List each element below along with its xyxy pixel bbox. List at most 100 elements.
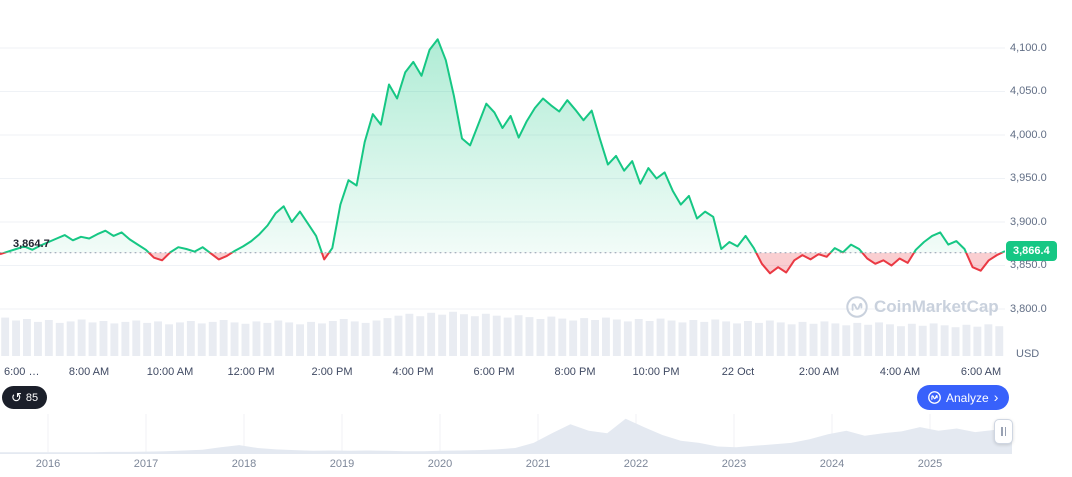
- x-axis-label: 10:00 PM: [632, 366, 680, 378]
- volume-bar: [318, 323, 326, 356]
- timeline-year-label: 2021: [525, 458, 551, 470]
- volume-bar: [547, 316, 556, 356]
- volume-bar: [197, 323, 206, 356]
- x-axis-label: 4:00 AM: [879, 366, 921, 378]
- volume-bar: [241, 323, 250, 356]
- analyze-button[interactable]: Analyze ›: [917, 385, 1010, 410]
- volume-bar: [755, 322, 763, 356]
- volume-bar: [973, 326, 982, 356]
- volume-bar: [951, 327, 960, 356]
- volume-bar: [962, 324, 971, 356]
- volume-bar: [470, 316, 479, 356]
- price-chart-svg[interactable]: [0, 0, 1005, 358]
- volume-bar: [711, 319, 720, 356]
- timeline-year-label: 2016: [35, 458, 61, 470]
- volume-bar: [645, 321, 654, 356]
- volume-bar: [656, 318, 665, 356]
- y-axis-label: 4,050.0: [1010, 85, 1047, 97]
- volume-bar: [55, 322, 64, 356]
- volume-bar: [809, 323, 818, 356]
- volume-bar: [886, 324, 894, 356]
- slider-handle[interactable]: [994, 419, 1013, 444]
- analyze-label: Analyze: [946, 390, 989, 405]
- volume-bar: [361, 322, 370, 356]
- volume-bar: [591, 320, 599, 356]
- watermark: CoinMarketCap: [846, 296, 999, 318]
- volume-bar: [274, 320, 283, 356]
- volume-bar: [405, 313, 414, 356]
- volume-bar: [776, 322, 785, 356]
- x-axis-label: 2:00 AM: [798, 366, 840, 378]
- volume-bar: [853, 322, 862, 356]
- volume-bar: [689, 320, 698, 356]
- x-axis-label: 4:00 PM: [392, 366, 434, 378]
- volume-bar: [787, 324, 796, 356]
- volume-bar: [722, 321, 731, 356]
- volume-bar: [744, 321, 752, 356]
- open-price-label: 3,864.7: [13, 238, 50, 250]
- volume-bar: [350, 321, 359, 356]
- volume-bar: [12, 320, 20, 356]
- timeline-year-label: 2022: [623, 458, 649, 470]
- volume-bar: [536, 319, 545, 356]
- watermark-text: CoinMarketCap: [874, 297, 999, 316]
- volume-bar: [678, 322, 687, 356]
- timeline-slider[interactable]: [0, 414, 1012, 455]
- volume-bar: [154, 321, 162, 356]
- volume-bar: [99, 321, 108, 356]
- volume-bar: [481, 313, 490, 356]
- volume-bar: [88, 322, 97, 356]
- volume-bar: [383, 318, 392, 356]
- y-axis-label: 4,100.0: [1010, 41, 1047, 54]
- volume-bar: [77, 319, 86, 356]
- volume-bar: [667, 320, 676, 356]
- volume-bar: [44, 320, 53, 356]
- history-count: 85: [25, 391, 39, 404]
- volume-bar: [121, 321, 130, 356]
- y-axis-label: 3,900.0: [1010, 215, 1047, 228]
- volume-bar: [230, 322, 239, 356]
- volume-bar: [897, 326, 905, 356]
- x-axis-label: 6:00 AM: [960, 366, 1002, 378]
- timeline-year-label: 2017: [133, 458, 159, 470]
- volume-bar: [984, 324, 993, 356]
- volume-bar: [820, 321, 829, 356]
- coinmarketcap-logo-icon: [928, 391, 941, 404]
- volume-bar: [765, 320, 774, 356]
- volume-bar: [186, 321, 195, 356]
- slider-handle-grip: [1004, 427, 1006, 436]
- volume-bar: [438, 314, 447, 356]
- volume-bar: [449, 311, 457, 356]
- volume-bar: [995, 326, 1004, 356]
- volume-bar: [110, 323, 119, 356]
- volume-bar: [285, 322, 294, 356]
- y-axis-label: 3,800.0: [1010, 302, 1047, 315]
- volume-bar: [634, 319, 643, 356]
- volume-bar: [558, 318, 567, 356]
- history-count-badge[interactable]: ↺ 85: [2, 386, 48, 409]
- x-axis-label: 12:00 PM: [227, 366, 275, 378]
- x-axis-label: 2:00 PM: [311, 366, 353, 378]
- volume-bar: [34, 321, 42, 356]
- volume-bar: [864, 324, 873, 356]
- volume-bar: [296, 324, 304, 356]
- volume-bar: [569, 320, 578, 356]
- x-axis-label: 22 Oct: [721, 366, 755, 378]
- timeline-year-label: 2019: [329, 458, 355, 470]
- price-area-up: [4, 39, 1005, 253]
- volume-bar: [66, 321, 75, 356]
- timeline-year-label: 2025: [917, 458, 943, 470]
- history-clock-icon: ↺: [11, 390, 22, 405]
- volume-bar: [132, 320, 141, 356]
- volume-bar: [372, 320, 381, 356]
- volume-bar: [339, 319, 348, 356]
- timeline-year-label: 2018: [231, 458, 257, 470]
- volume-bar: [307, 321, 315, 356]
- price-area-down: [0, 252, 1005, 274]
- volume-bar: [918, 325, 927, 356]
- coinmarketcap-logo-icon: [846, 296, 868, 318]
- volume-bar: [219, 320, 228, 356]
- volume-bar: [798, 321, 807, 356]
- y-axis-label: 4,000.0: [1010, 128, 1047, 141]
